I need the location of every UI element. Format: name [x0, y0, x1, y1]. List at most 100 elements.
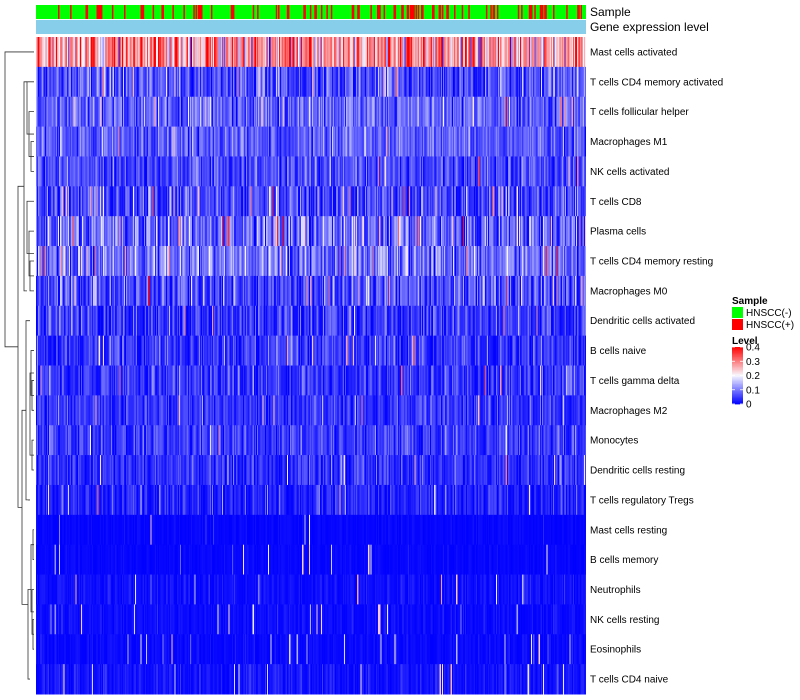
- legend-gradient-step: [732, 356, 743, 359]
- sample-positive-mark: [326, 5, 328, 19]
- legend-gradient-step: [732, 378, 743, 381]
- row-label: T cells CD4 naive: [590, 675, 669, 686]
- sample-positive-mark: [98, 5, 101, 19]
- heatmap-row-eosinophils: [36, 634, 586, 665]
- row-label: Dendritic cells resting: [590, 466, 685, 477]
- legend-gradient-step: [732, 394, 743, 396]
- annotation-separator: [36, 36, 586, 37]
- sample-positive-mark: [195, 5, 197, 19]
- sample-positive-mark: [490, 5, 492, 19]
- legend-sample-title: Sample: [732, 296, 768, 307]
- sample-positive-mark: [432, 5, 435, 19]
- sample-positive-mark: [410, 5, 413, 19]
- row-label: T cells CD8: [590, 197, 642, 208]
- heatmap-row-t-cells-cd4-memory-resting: [36, 246, 586, 277]
- heatmap-row-t-cells-cd8: [36, 186, 586, 217]
- sample-positive-mark: [278, 5, 280, 19]
- dendrogram-branch: [23, 81, 27, 292]
- annotation-label-sample: Sample: [590, 5, 631, 19]
- sample-positive-mark: [539, 5, 542, 19]
- row-label: B cells memory: [590, 555, 658, 566]
- sample-positive-mark: [566, 5, 568, 19]
- heatmap-row-dendritic-cells-activated: [36, 305, 586, 337]
- sample-positive-mark: [421, 5, 424, 19]
- sample-positive-mark: [111, 5, 114, 19]
- legend-gradient-step: [732, 355, 743, 358]
- sample-positive-mark: [412, 5, 415, 19]
- sample-positive-mark: [303, 5, 306, 19]
- heatmap-row-nk-cells-activated: [36, 156, 586, 187]
- dendrogram-branch: [25, 320, 30, 501]
- legend-gradient-step: [732, 379, 743, 382]
- dendrogram-branch: [29, 372, 34, 456]
- sample-positive-mark: [252, 5, 255, 19]
- legend-color-gradient: [732, 347, 743, 405]
- legend-tick-label: 0: [746, 400, 752, 411]
- sample-positive-mark: [383, 5, 386, 19]
- sample-positive-mark: [485, 5, 488, 19]
- sample-positive-mark: [152, 5, 155, 19]
- row-labels: Mast cells activated T cells CD4 memory a…: [590, 47, 723, 685]
- legend-gradient-step: [732, 389, 743, 392]
- heatmap-row-macrophages-m2: [36, 395, 586, 426]
- legend-gradient-step: [732, 368, 743, 371]
- sample-positive-mark: [370, 5, 372, 19]
- sample-positive-mark: [580, 5, 582, 19]
- row-dendrogram: [4, 51, 34, 680]
- sample-positive-mark: [377, 5, 379, 19]
- row-label: T cells follicular helper: [590, 107, 689, 118]
- heatmap-row-t-cells-follicular-helper: [36, 96, 586, 128]
- row-label: T cells regulatory Tregs: [590, 495, 694, 506]
- sample-positive-mark: [454, 5, 456, 19]
- sample-positive-mark: [438, 5, 442, 19]
- sample-positive-mark: [86, 5, 89, 19]
- row-label: Plasma cells: [590, 227, 646, 238]
- legend-gradient-step: [732, 401, 743, 403]
- row-label: B cells naive: [590, 346, 647, 357]
- heatmap-row-b-cells-memory: [36, 544, 586, 576]
- sample-positive-mark: [70, 5, 72, 19]
- dendrogram-branch: [4, 51, 34, 348]
- row-label: Mast cells activated: [590, 47, 677, 58]
- sample-positive-mark: [320, 5, 323, 19]
- legend-gradient-step: [732, 392, 743, 395]
- legend-item-hnscc-neg: HNSCC(-): [746, 308, 792, 319]
- heatmap-row-t-cells-regulatory-tregs: [36, 484, 586, 516]
- sample-positive-mark: [393, 5, 397, 19]
- heatmap-row-macrophages-m0: [36, 275, 586, 307]
- legend-gradient-step: [732, 362, 743, 365]
- row-label: Macrophages M1: [590, 137, 668, 148]
- row-label: NK cells resting: [590, 615, 659, 626]
- heatmap-cells: [36, 36, 586, 695]
- row-label: Mast cells resting: [590, 525, 667, 536]
- heatmap-row-b-cells-naive: [36, 335, 586, 366]
- sample-positive-mark: [521, 5, 523, 19]
- sample-positive-mark: [577, 5, 579, 19]
- dendrogram-branch: [17, 185, 24, 508]
- sample-positive-mark: [286, 5, 290, 19]
- sample-positive-mark: [544, 5, 547, 19]
- row-label: Monocytes: [590, 436, 638, 447]
- sample-positive-mark: [401, 5, 404, 19]
- legend-gradient-step: [732, 366, 743, 369]
- row-label: Dendritic cells activated: [590, 316, 695, 327]
- sample-positive-mark: [415, 5, 417, 19]
- legend-gradient-step: [732, 347, 743, 349]
- sample-positive-mark: [58, 5, 60, 19]
- legend-swatch-hnscc-pos: [732, 319, 743, 330]
- sample-positive-mark: [124, 5, 126, 19]
- sample-positive-mark: [85, 5, 87, 19]
- row-label: NK cells activated: [590, 167, 669, 178]
- sample-positive-mark: [309, 5, 312, 19]
- sample-positive-mark: [553, 5, 555, 19]
- legend-tick-label: 0.4: [746, 343, 760, 354]
- sample-positive-mark: [183, 5, 185, 19]
- sample-positive-mark: [351, 5, 355, 19]
- legend-gradient-step: [732, 354, 743, 356]
- sample-positive-mark: [528, 5, 531, 19]
- legend-gradient-step: [732, 386, 743, 389]
- sample-positive-mark: [193, 5, 195, 19]
- sample-positive-mark: [210, 5, 213, 19]
- sample-positive-mark: [330, 5, 333, 19]
- sample-positive-mark: [197, 5, 201, 19]
